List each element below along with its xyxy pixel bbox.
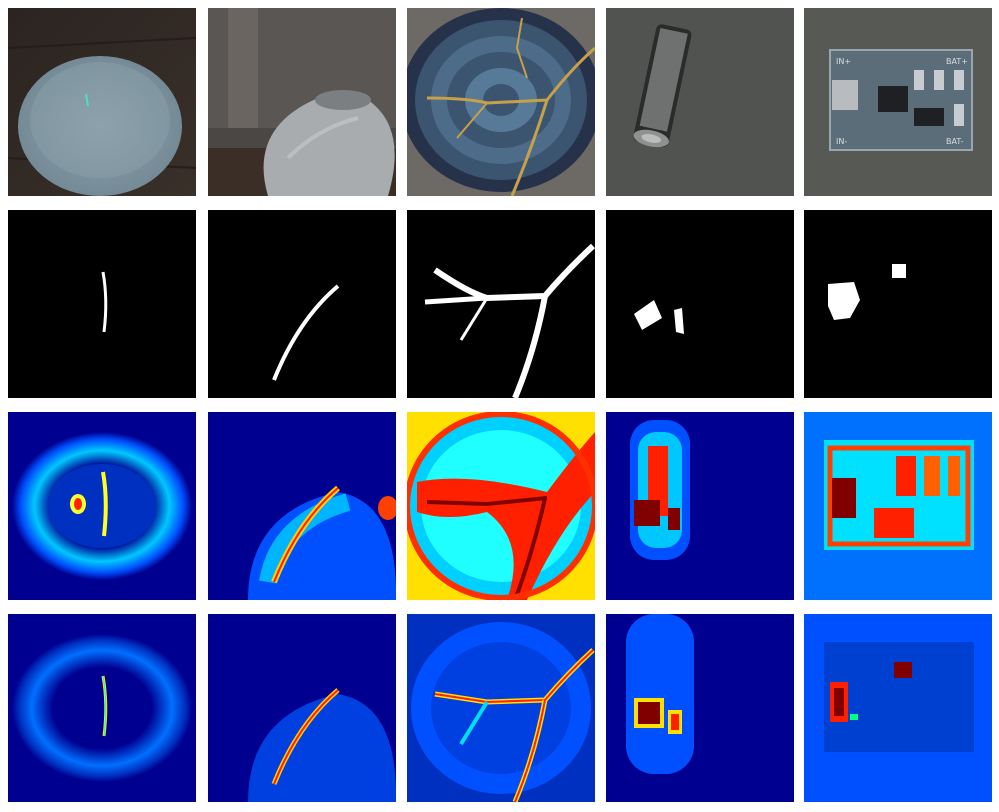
heatmap-a-battery-image: [606, 412, 794, 600]
pcb-label-batminus: BAT-: [946, 137, 963, 146]
heatmap-b-battery: [606, 614, 794, 802]
mask-bowl: [8, 210, 196, 398]
photo-plate: [407, 8, 595, 196]
heatmap-a-plate-image: [407, 412, 595, 600]
heatmap-a-bowl: [8, 412, 196, 600]
mask-vase: [208, 210, 396, 398]
photo-pcb: IN+ BAT+ BAT- IN-: [804, 8, 992, 196]
battery-photo-icon: [606, 8, 794, 196]
mask-bowl-image: [8, 210, 196, 398]
heatmap-b-pcb-image: [804, 614, 992, 802]
mask-vase-image: [208, 210, 396, 398]
heatmap-b-vase-image: [208, 614, 396, 802]
heatmap-a-plate: [407, 412, 595, 600]
heatmap-b-pcb: [804, 614, 992, 802]
pcb-photo-icon: IN+ BAT+ BAT- IN-: [804, 8, 992, 196]
mask-pcb: [804, 210, 992, 398]
heatmap-a-pcb: [804, 412, 992, 600]
vase-photo-icon: [208, 8, 396, 196]
pcb-label-inminus: IN-: [836, 137, 847, 146]
mask-plate-image: [407, 210, 595, 398]
heatmap-a-pcb-image: [804, 412, 992, 600]
heatmap-a-vase: [208, 412, 396, 600]
mask-pcb-image: [804, 210, 992, 398]
pcb-label-inplus: IN+: [836, 57, 851, 66]
mask-battery-image: [606, 210, 794, 398]
photo-battery: [606, 8, 794, 196]
photo-vase: [208, 8, 396, 196]
mask-plate: [407, 210, 595, 398]
heatmap-a-bowl-image: [8, 412, 196, 600]
heatmap-a-vase-image: [208, 412, 396, 600]
heatmap-b-plate-image: [407, 614, 595, 802]
heatmap-b-bowl-image: [8, 614, 196, 802]
heatmap-b-battery-image: [606, 614, 794, 802]
pcb-label-batplus: BAT+: [946, 57, 968, 66]
heatmap-b-vase: [208, 614, 396, 802]
heatmap-b-plate: [407, 614, 595, 802]
photo-bowl: [8, 8, 196, 196]
heatmap-a-battery: [606, 412, 794, 600]
bowl-photo-icon: [8, 8, 196, 196]
mask-battery: [606, 210, 794, 398]
plate-photo-icon: [407, 8, 595, 196]
heatmap-b-bowl: [8, 614, 196, 802]
